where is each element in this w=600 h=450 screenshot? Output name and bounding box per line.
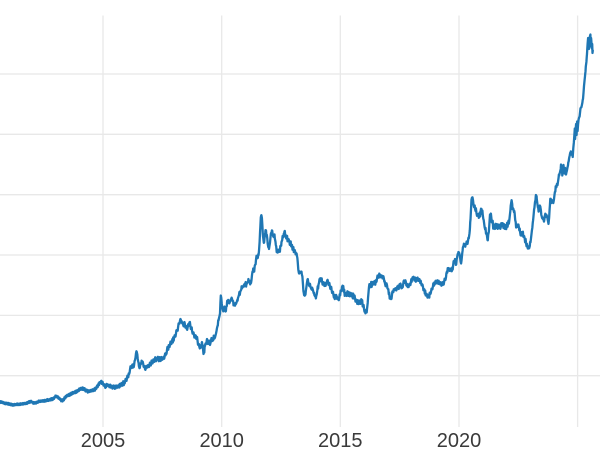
svg-text:2010: 2010 — [199, 430, 244, 450]
svg-text:2005: 2005 — [81, 430, 126, 450]
svg-text:2015: 2015 — [318, 430, 363, 450]
svg-text:2020: 2020 — [437, 430, 482, 450]
